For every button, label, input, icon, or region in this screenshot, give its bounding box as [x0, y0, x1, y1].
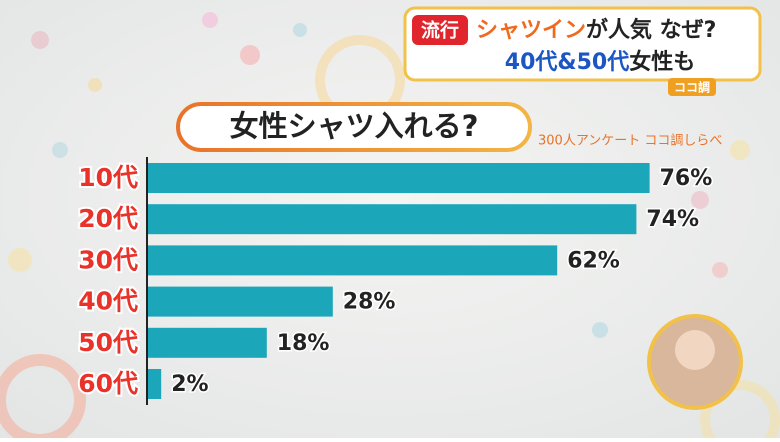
- category-label: 60代: [78, 369, 138, 398]
- bar: [148, 286, 333, 317]
- headline-highlight: シャツイン: [476, 18, 586, 43]
- value-label: 2%: [171, 372, 208, 397]
- headline-text: が人気 なぜ?: [586, 17, 716, 43]
- bar: [148, 369, 162, 399]
- category-label: 20代: [78, 204, 138, 233]
- category-label: 50代: [78, 328, 138, 357]
- headline-line2: 40代&50代女性も: [505, 49, 695, 75]
- headline-box: [403, 6, 762, 82]
- value-label: 74%: [646, 207, 699, 232]
- value-label: 76%: [660, 166, 713, 191]
- value-label: 28%: [343, 290, 396, 315]
- bar: [148, 245, 558, 276]
- badge: [412, 15, 468, 45]
- category-label: 30代: [78, 245, 138, 274]
- logo-text: ココ調: [674, 80, 710, 95]
- title-pill: [176, 102, 532, 152]
- bar: [148, 163, 650, 193]
- headline-highlight: 40代&50代: [505, 50, 629, 75]
- value-label: 18%: [277, 331, 330, 356]
- background-decor: [0, 12, 780, 442]
- presenter-face: [675, 330, 715, 370]
- category-label: 40代: [78, 287, 138, 316]
- category-label: 10代: [78, 163, 138, 192]
- logo: [668, 78, 716, 96]
- headline-text: 女性も: [629, 49, 695, 75]
- bar: [148, 204, 637, 235]
- chart-subtitle: 300人アンケート ココ調しらべ: [538, 134, 722, 149]
- value-label: 62%: [567, 248, 620, 273]
- headline-line1: シャツインが人気 なぜ?: [476, 17, 716, 43]
- badge-text: 流行: [421, 19, 459, 42]
- bar: [148, 327, 267, 358]
- chart-title: 女性シャツ入れる?: [230, 109, 479, 143]
